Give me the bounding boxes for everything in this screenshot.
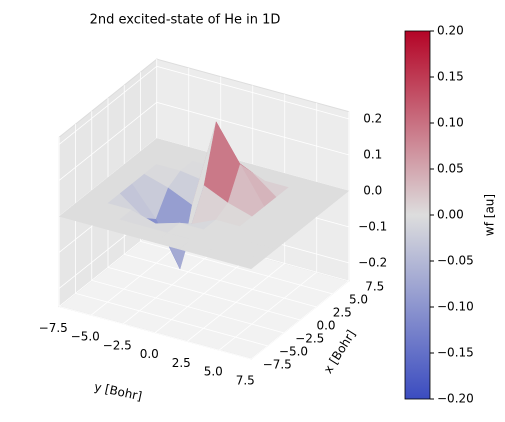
colorbar-tick-label: −0.20 <box>437 392 474 406</box>
y-grid-line <box>58 137 252 360</box>
x-tick-label: 5.0 <box>204 365 223 379</box>
y-axis-label: x [Bohr] <box>321 328 359 376</box>
y-tick-label: 5.0 <box>349 292 368 306</box>
y-tick-label: 2.5 <box>333 305 352 319</box>
z-grid-line <box>59 101 349 181</box>
y-tick-label: −2.5 <box>295 331 324 345</box>
y-grid-line <box>75 124 268 347</box>
x-axis-label: y [Bohr] <box>93 380 143 404</box>
z-tick-label: 0.1 <box>363 147 382 161</box>
chart-title: 2nd excited-state of He in 1D <box>90 13 281 28</box>
z-tick-label: 0.2 <box>363 111 382 125</box>
y-grid-line <box>140 72 333 295</box>
y-grid-line <box>91 111 284 334</box>
z-tick-label: −0.1 <box>358 219 387 233</box>
colorbar-tick-label: 0.00 <box>437 208 464 222</box>
x-tick-label: −5.0 <box>71 330 100 344</box>
colorbar-tick-label: −0.15 <box>437 346 474 360</box>
x-tick-label: −7.5 <box>39 321 68 335</box>
x-tick-label: −2.5 <box>103 338 132 352</box>
z-tick-label: 0.0 <box>363 183 382 197</box>
colorbar-tick-label: −0.10 <box>437 300 474 314</box>
y-grid-line <box>123 85 317 308</box>
y-tick-label: 7.5 <box>365 279 384 293</box>
y-tick-label: 0.0 <box>316 318 335 332</box>
colorbar-tick-label: 0.05 <box>437 162 464 176</box>
x-tick-label: 0.0 <box>140 347 159 361</box>
colorbar <box>404 30 431 400</box>
z-grid-line <box>59 65 349 145</box>
y-tick-label: −7.5 <box>263 357 292 371</box>
colorbar-tick-label: 0.10 <box>437 116 464 130</box>
y-tick-label: −5.0 <box>279 344 308 358</box>
colorbar-tick-label: −0.05 <box>437 254 474 268</box>
y-grid-line <box>107 98 301 321</box>
colorbar-tick-label: 0.15 <box>437 70 464 84</box>
x-tick-label: 7.5 <box>236 373 255 387</box>
colorbar-label: wf [au] <box>483 194 497 236</box>
x-tick-label: 2.5 <box>172 356 191 370</box>
surface-cell <box>226 252 264 270</box>
z-tick-label: −0.2 <box>358 255 387 269</box>
colorbar-tick-label: 0.20 <box>437 24 464 38</box>
